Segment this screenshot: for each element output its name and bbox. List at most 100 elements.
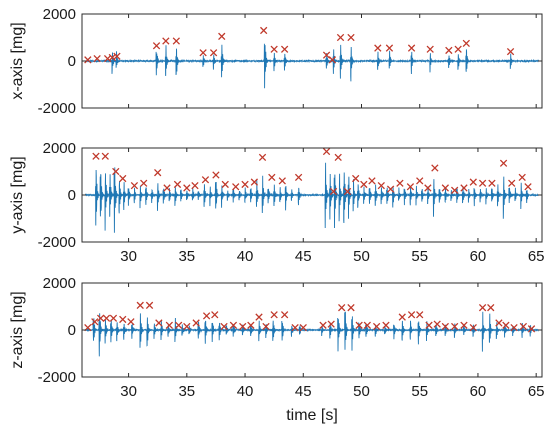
peak-marker (386, 185, 395, 193)
peak-marker (270, 45, 278, 53)
peak-marker (280, 45, 289, 53)
peak-marker (519, 322, 528, 331)
peak-marker (113, 52, 121, 60)
peak-marker (460, 184, 468, 192)
peak-marker (229, 321, 238, 329)
peak-marker (347, 304, 355, 312)
peak-marker (211, 311, 219, 319)
peak-marker (487, 304, 495, 312)
peak-marker (433, 320, 441, 328)
peak-marker (527, 325, 536, 333)
peak-marker (469, 323, 477, 332)
peak-marker (173, 180, 182, 189)
peak-marker (508, 179, 516, 187)
x-tick-label: 35 (178, 383, 195, 400)
peak-marker (343, 187, 352, 196)
peak-marker (140, 179, 148, 187)
peak-marker (407, 311, 416, 319)
peak-marker (255, 313, 263, 321)
peak-marker (426, 45, 434, 53)
peak-marker (398, 313, 406, 321)
peak-marker (368, 177, 376, 185)
peak-marker (445, 46, 453, 55)
peak-marker (441, 322, 450, 331)
peak-marker (416, 311, 424, 319)
peak-marker (338, 304, 346, 312)
y-axis-label: x-axis [mg] (9, 22, 26, 99)
panel-1: 2000 0 -2000 x-axis [mg] (9, 6, 543, 117)
x-tick-label: 30 (120, 383, 137, 400)
peak-marker (360, 180, 368, 189)
peak-marker (209, 49, 218, 57)
peak-marker (165, 321, 174, 329)
peak-marker (431, 164, 439, 172)
peak-marker (92, 152, 100, 160)
peak-marker (518, 173, 526, 182)
peak-marker (201, 176, 210, 184)
peak-marker (424, 184, 432, 192)
peak-marker (363, 321, 371, 329)
y-tick-label: 0 (68, 53, 76, 70)
peak-marker (268, 173, 276, 182)
y-tick-label: -2000 (38, 100, 76, 117)
peak-marker (102, 314, 111, 322)
peak-marker (202, 312, 211, 320)
peak-marker (506, 47, 515, 56)
y-tick-label: -2000 (38, 234, 76, 251)
peak-marker (322, 147, 331, 156)
x-tick-label: 35 (178, 248, 195, 265)
peak-marker (101, 152, 109, 160)
peak-marker (382, 321, 390, 329)
peak-marker (84, 56, 92, 64)
peak-marker (374, 44, 382, 52)
peak-marker (347, 33, 355, 42)
peak-marker (450, 322, 459, 331)
peak-marker (355, 321, 363, 329)
x-tick-label: 50 (353, 248, 370, 265)
peak-marker (385, 44, 394, 52)
panel-3: 2000 0 -2000 30 35 40 45 50 55 60 65 z-axis [mg] tim… (9, 275, 545, 424)
peak-marker (478, 304, 487, 312)
peak-marker (407, 44, 416, 52)
x-tick-label: 55 (411, 248, 428, 265)
peak-marker (109, 314, 118, 322)
peak-marker (154, 169, 162, 177)
peak-marker (327, 320, 335, 328)
peak-marker (425, 321, 433, 329)
peak-marker (152, 42, 161, 50)
peak-marker (258, 153, 267, 162)
peak-marker (232, 183, 240, 191)
peak-marker (221, 180, 229, 189)
signal-line (85, 311, 539, 357)
peak-marker (163, 184, 171, 192)
peak-marker (460, 321, 468, 329)
peak-marker (524, 183, 532, 191)
peak-marker (172, 37, 180, 45)
x-tick-label: 60 (470, 248, 487, 265)
peak-marker (155, 319, 163, 327)
signal-line (85, 162, 539, 233)
peak-marker (183, 184, 191, 192)
peak-marker (212, 171, 220, 179)
peak-marker (377, 181, 385, 190)
peak-marker (260, 26, 268, 35)
y-tick-label: 2000 (43, 140, 76, 157)
peak-marker (450, 186, 459, 194)
y-tick-label: 0 (68, 187, 76, 204)
peak-marker (299, 323, 307, 332)
peak-marker (329, 187, 338, 196)
peak-marker (454, 45, 462, 53)
x-tick-label: 55 (411, 383, 428, 400)
peak-marker (462, 39, 470, 48)
peak-marker (334, 153, 342, 162)
peak-marker (328, 56, 337, 64)
y-axis-label: z-axis [mg] (9, 291, 26, 368)
peak-marker (136, 301, 144, 309)
peak-marker (469, 178, 477, 186)
y-axis-label: y-axis [mg] (9, 156, 26, 233)
peak-marker (270, 311, 278, 319)
x-axis-label: time [s] (286, 407, 338, 424)
peak-marker (406, 183, 415, 191)
